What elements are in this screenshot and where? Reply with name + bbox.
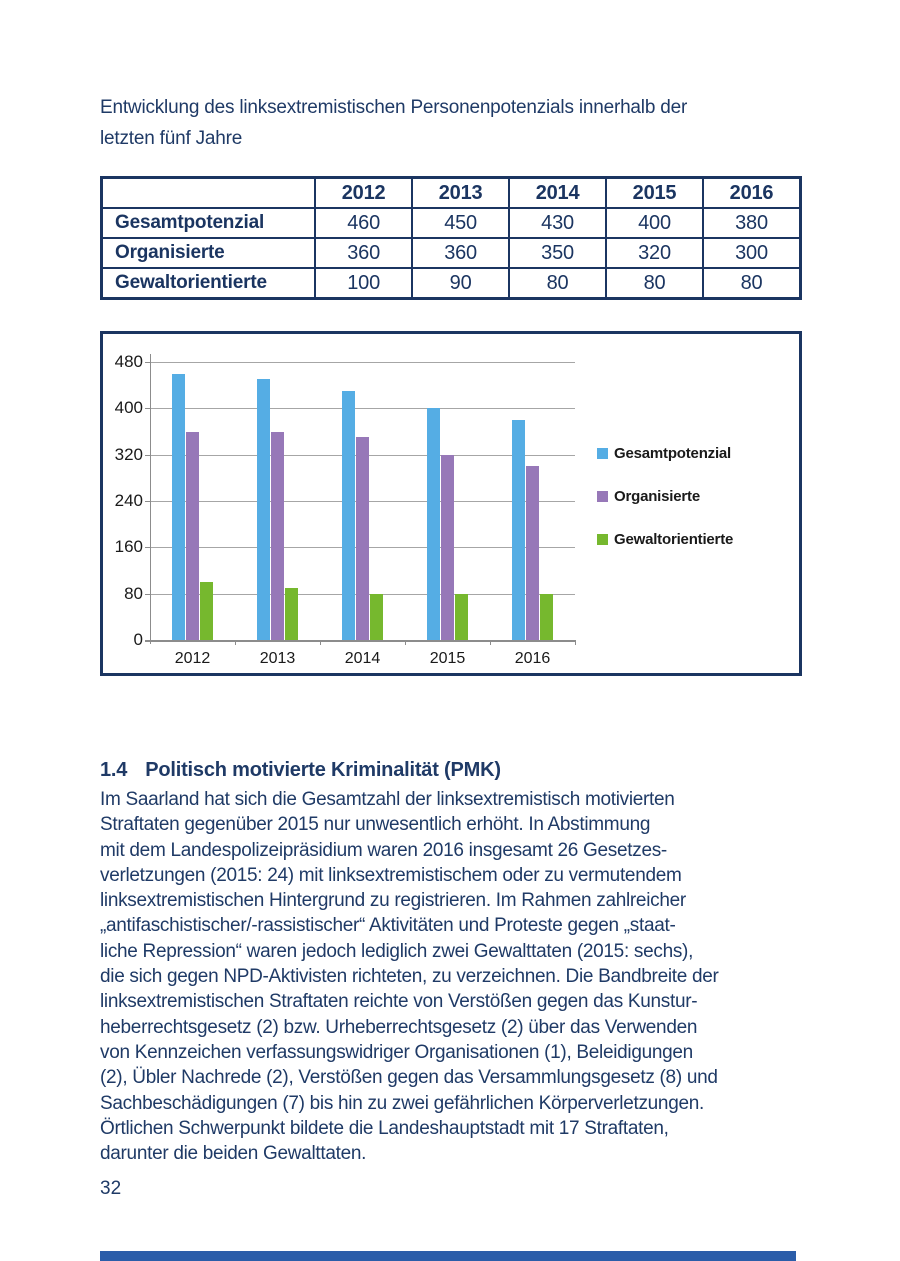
bar-organisierte-2012	[186, 431, 199, 640]
gridline	[150, 408, 575, 410]
bar-organisierte-2016	[526, 466, 539, 640]
legend-label: Organisierte	[614, 488, 700, 505]
empty-header-cell	[100, 176, 317, 209]
x-axis-label: 2013	[259, 650, 296, 667]
y-axis-label: 480	[114, 352, 143, 371]
y-tick	[145, 454, 150, 456]
y-tick	[145, 593, 150, 595]
intro-title: Entwicklung des linksextremistischen Per…	[100, 97, 688, 149]
x-tick	[405, 640, 406, 645]
bar-gewaltorientierte-2012	[200, 582, 213, 640]
legend-item: Gesamtpotenzial	[597, 445, 731, 462]
footer-bar	[100, 1251, 796, 1261]
bar-organisierte-2014	[356, 437, 369, 640]
value-cell: 400	[605, 207, 704, 239]
value-cell: 90	[411, 267, 511, 300]
value-cell: 380	[702, 207, 802, 239]
bar-gesamtpotenzial-2013	[257, 379, 270, 640]
legend-label: Gesamtpotenzial	[614, 445, 732, 462]
y-tick	[145, 501, 150, 502]
bar-gesamtpotenzial-2012	[172, 373, 185, 640]
year-header-cell: 2016	[702, 176, 802, 209]
x-tick	[235, 640, 236, 645]
section-heading: 1.4 Politisch motivierte Kriminalität (PM…	[100, 759, 501, 782]
y-axis-line	[150, 354, 151, 644]
y-tick	[145, 362, 150, 363]
bar-gewaltorientierte-2014	[370, 593, 383, 640]
y-axis-label: 320	[114, 444, 143, 464]
legend-swatch-icon	[597, 448, 608, 459]
legend-item: Gewaltorientierte	[597, 531, 733, 548]
value-cell: 80	[702, 267, 802, 300]
table-row: Organisierte 360 360 350 320 300	[100, 237, 802, 269]
value-cell: 450	[411, 207, 511, 239]
value-cell: 100	[314, 267, 414, 300]
value-cell: 350	[508, 237, 608, 269]
value-cell: 360	[411, 237, 511, 269]
y-axis-label: 0	[133, 630, 143, 649]
table-header-row: 2012 2013 2014 2015 2016	[100, 176, 802, 209]
value-cell: 360	[314, 237, 414, 269]
bar-organisierte-2015	[441, 454, 454, 640]
body-text: Im Saarland hat sich die Gesamtzahl der …	[100, 789, 719, 1165]
y-tick	[145, 408, 150, 410]
section-number: 1.4	[100, 759, 128, 781]
value-cell: 460	[314, 207, 414, 239]
row-label-cell: Organisierte	[100, 237, 317, 269]
year-header-cell: 2015	[605, 176, 704, 209]
year-header-cell: 2012	[314, 176, 414, 209]
year-header-cell: 2014	[508, 176, 608, 209]
bar-gewaltorientierte-2015	[455, 593, 468, 640]
value-cell: 80	[605, 267, 704, 300]
table-row: Gewaltorientierte 100 90 80 80 80	[100, 267, 802, 300]
x-axis-label: 2012	[174, 650, 211, 667]
personenpotenzial-bar-chart: 0 80 160 240 320 400 480 2012 2013 2014 2015 2016 Ge…	[100, 331, 802, 676]
legend-swatch-icon	[597, 491, 608, 502]
gridline	[150, 362, 575, 363]
y-axis-label: 80	[124, 583, 143, 603]
x-axis-line	[145, 640, 575, 642]
row-label-cell: Gewaltorientierte	[100, 267, 317, 300]
legend-swatch-icon	[597, 534, 608, 545]
x-axis-label: 2015	[429, 650, 466, 667]
page-number: 32	[100, 1178, 122, 1199]
bar-gewaltorientierte-2013	[285, 587, 298, 640]
y-axis-label: 400	[114, 398, 143, 418]
year-header-cell: 2013	[411, 176, 511, 209]
x-axis-label: 2016	[514, 650, 551, 667]
value-cell: 300	[702, 237, 802, 269]
x-axis-label: 2014	[344, 650, 381, 667]
x-tick	[575, 640, 576, 645]
bar-organisierte-2013	[271, 431, 284, 640]
bar-gewaltorientierte-2016	[540, 593, 553, 640]
table-row: Gesamtpotenzial 460 450 430 400 380	[100, 207, 802, 239]
bar-gesamtpotenzial-2016	[512, 419, 525, 640]
value-cell: 320	[605, 237, 704, 269]
row-label-cell: Gesamtpotenzial	[100, 207, 317, 239]
bar-gesamtpotenzial-2015	[427, 408, 440, 640]
y-axis-label: 160	[114, 537, 143, 557]
y-tick	[145, 547, 150, 549]
value-cell: 80	[508, 267, 608, 300]
legend-label: Gewaltorientierte	[614, 531, 734, 548]
x-tick	[320, 640, 321, 645]
x-tick	[490, 640, 491, 645]
y-axis-label: 240	[114, 491, 143, 510]
bar-gesamtpotenzial-2014	[342, 390, 355, 640]
section-title: Politisch motivierte Kriminalität (PMK)	[145, 759, 501, 781]
personenpotenzial-table: 2012 2013 2014 2015 2016 Gesamtpotenzial 460 4…	[100, 176, 802, 300]
value-cell: 430	[508, 207, 608, 239]
legend-item: Organisierte	[597, 488, 700, 505]
